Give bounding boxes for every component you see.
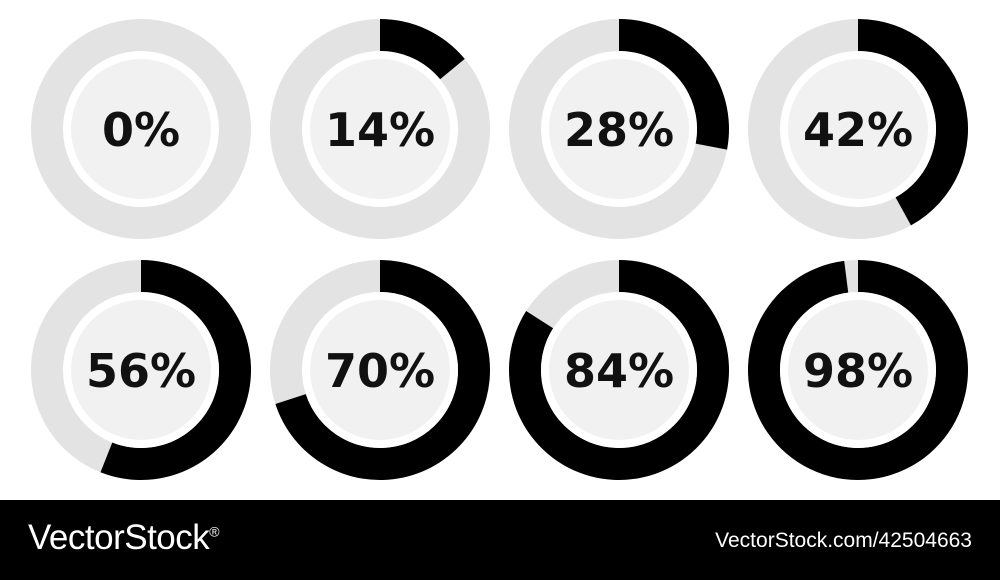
gauge-center (71, 59, 211, 199)
registered-mark: ® (209, 523, 220, 540)
gauge: 42% (748, 19, 969, 239)
gauge-progress-arc (858, 19, 969, 226)
gauge-center (788, 59, 928, 199)
gauge-center (788, 300, 928, 440)
gauge: 98% (747, 260, 968, 480)
gauge: 70% (270, 260, 490, 480)
gauge: 14% (270, 19, 490, 239)
gauge-percent-label: 42% (803, 103, 913, 157)
gauge: 84% (509, 260, 729, 480)
gauge-progress-arc (619, 19, 729, 150)
gauge-progress-arc (380, 19, 465, 80)
gauge-center (549, 59, 689, 199)
image-reference: VectorStock.com/42504663 (715, 529, 972, 552)
gauge-percent-label: 0% (102, 103, 180, 157)
gauge-center (310, 59, 450, 199)
gauge-percent-label: 70% (325, 344, 435, 398)
gauge-percent-label: 84% (564, 344, 674, 398)
gauge-progress-arc (100, 260, 251, 480)
gauge: 56% (31, 260, 251, 480)
footer-bar: VectorStock® VectorStock.com/42504663 (0, 500, 1000, 580)
brand-logo: VectorStock® (28, 518, 220, 558)
gauge-center (71, 300, 211, 440)
progress-gauges: 0% 14% 28% 42% 56% 70% 84% 98% (31, 19, 969, 480)
gauge-percent-label: 28% (564, 103, 674, 157)
gauge-percent-label: 14% (325, 103, 435, 157)
gauge-center (549, 300, 689, 440)
gauge-center (310, 300, 450, 440)
gauge-percent-label: 98% (803, 344, 913, 398)
gauge: 0% (31, 19, 251, 239)
brand-name: VectorStock (28, 518, 210, 557)
gauge: 28% (509, 19, 729, 239)
gauge-percent-label: 56% (86, 344, 196, 398)
gauge-progress-arc (275, 260, 490, 480)
